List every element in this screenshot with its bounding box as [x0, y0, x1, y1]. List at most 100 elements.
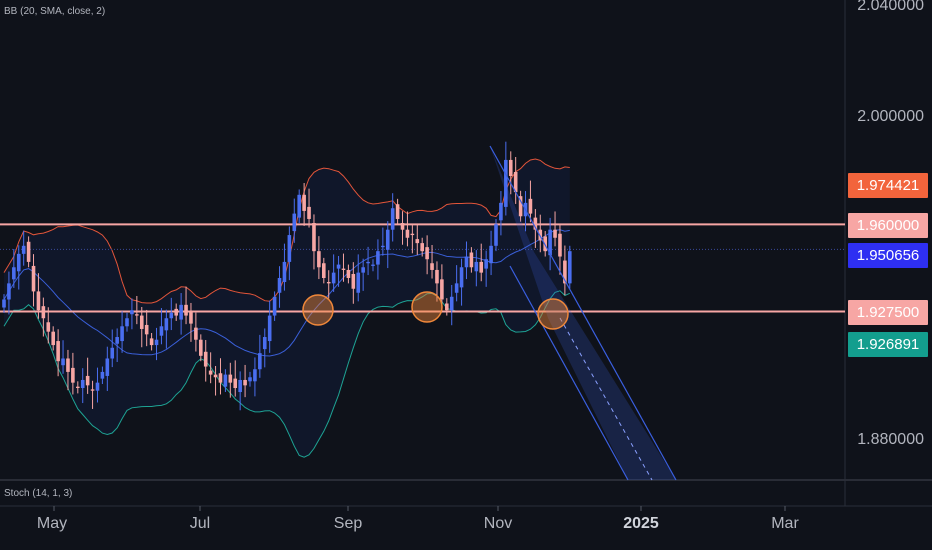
candle-body [405, 229, 410, 238]
candle-body [420, 243, 424, 252]
candle-body [110, 347, 115, 359]
candle-body [322, 263, 326, 278]
candle-body [120, 326, 124, 342]
candle-body [194, 327, 198, 340]
candle-body [66, 358, 70, 372]
time-label-2025: 2025 [623, 515, 659, 532]
candle-body [499, 202, 503, 221]
candle-body [76, 386, 80, 389]
candle-body [336, 264, 341, 269]
candle-body [208, 370, 213, 375]
candle-body [341, 268, 346, 270]
candle-body [135, 314, 139, 316]
price-axis-label-top: 2.040000 [857, 0, 924, 14]
candle-body [553, 229, 557, 238]
candle-body [233, 378, 238, 389]
candle-body [130, 310, 134, 315]
candle-body [26, 241, 31, 262]
candle-body [139, 315, 144, 329]
bollinger-bands [3, 158, 571, 458]
grid-layer [0, 0, 932, 511]
candle-body [508, 159, 513, 177]
candle-body [435, 269, 439, 284]
time-label-mar: Mar [771, 515, 799, 532]
channel-upper-line [489, 145, 677, 481]
candle-body [7, 283, 11, 300]
price-axis-label-mid: 2.000000 [857, 108, 924, 125]
channel-mid-line [559, 317, 653, 481]
stoch-indicator-label[interactable]: Stoch (14, 1, 3) [4, 488, 73, 499]
candle-body [149, 338, 154, 346]
candle-body [376, 251, 380, 265]
candle-body [292, 213, 297, 232]
candle-body [400, 222, 405, 230]
bb-indicator-label[interactable]: BB (20, SMA, close, 2) [4, 6, 106, 17]
channel-lower-line [509, 265, 629, 481]
candle-body [189, 311, 193, 324]
candle-body [351, 273, 356, 289]
time-label-jul: Jul [189, 515, 211, 532]
time-label-sep: Sep [333, 515, 363, 532]
price-tag-current: 1.950656 [848, 243, 928, 268]
candle-body [51, 331, 55, 346]
candle-body [528, 198, 533, 214]
candle-body [430, 263, 434, 270]
candle-body [238, 379, 242, 393]
candle-body [489, 245, 493, 264]
candle-body [415, 239, 420, 244]
candle-body [513, 172, 518, 193]
candle-body [425, 247, 429, 260]
candle-body [454, 283, 459, 293]
candle-body [518, 196, 523, 217]
candle-body [105, 358, 110, 376]
candle-body [12, 267, 16, 280]
candle-body [464, 256, 469, 268]
candle-body [563, 260, 567, 284]
candle-body [469, 252, 474, 268]
candle-body [326, 282, 331, 284]
candle-body [548, 229, 552, 256]
candles [2, 141, 572, 411]
bb-upper-line [3, 158, 570, 304]
candle-body [71, 367, 75, 383]
candle-body [297, 194, 301, 218]
bb-fill [4, 159, 570, 458]
candle-body [302, 194, 306, 211]
candle-body [494, 224, 498, 246]
candle-body [474, 261, 479, 272]
candle-body [164, 318, 169, 331]
candle-body [100, 371, 105, 379]
candle-body [449, 296, 454, 311]
candle-body [56, 341, 60, 362]
candle-body [159, 326, 164, 336]
horizontal-levels [0, 223, 845, 313]
candle-body [41, 306, 46, 319]
candle-body [287, 235, 292, 262]
candle-body [16, 253, 21, 272]
candle-body [213, 374, 218, 378]
candle-body [179, 304, 183, 320]
candle-body [317, 251, 321, 268]
candle-body [46, 322, 51, 332]
candle-body [371, 264, 375, 266]
candle-body [223, 374, 228, 387]
candle-body [558, 233, 562, 257]
candle-body [243, 379, 247, 386]
candle-body [228, 374, 233, 383]
price-tag-lower-band: 1.926891 [848, 332, 928, 357]
candle-body [184, 304, 188, 316]
candle-body [31, 265, 36, 292]
candle-body [125, 318, 129, 327]
candle-body [533, 217, 538, 230]
candle-body [80, 379, 85, 389]
candle-body [381, 245, 385, 248]
time-label-may: May [36, 515, 68, 532]
candle-body [366, 261, 370, 264]
candle-body [504, 159, 508, 207]
candle-body [356, 272, 361, 293]
candle-body [440, 279, 444, 300]
candle-body [61, 358, 65, 366]
support-touch-circle-3 [537, 298, 569, 330]
time-label-nov: Nov [483, 515, 513, 532]
